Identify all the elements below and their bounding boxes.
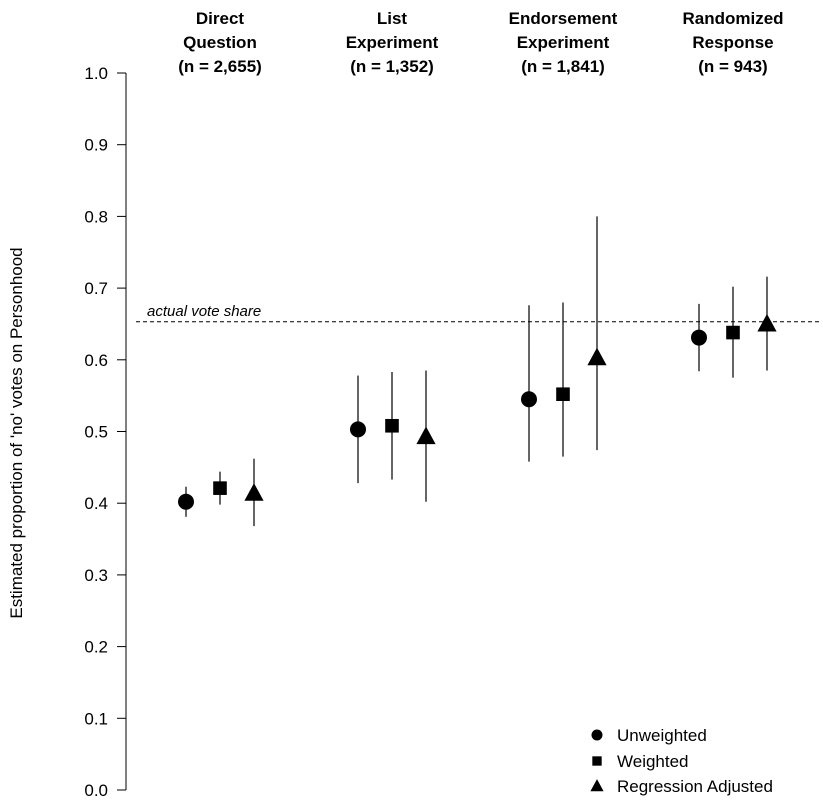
group-header-line: Endorsement bbox=[509, 9, 618, 28]
legend-label: Regression Adjusted bbox=[617, 777, 773, 796]
reference-line-group: actual vote share bbox=[136, 303, 819, 323]
group-header-line: Experiment bbox=[517, 33, 610, 52]
legend-label: Weighted bbox=[617, 752, 689, 771]
data-point-triangle bbox=[244, 483, 264, 501]
y-tick-label: 0.7 bbox=[84, 279, 108, 298]
group-header-line: List bbox=[377, 9, 408, 28]
group-header-line: (n = 2,655) bbox=[178, 57, 262, 76]
y-tick-label: 0.0 bbox=[84, 781, 108, 800]
legend-marker-triangle bbox=[590, 779, 604, 792]
group-header-line: (n = 1,352) bbox=[350, 57, 434, 76]
data-point-square bbox=[213, 481, 227, 495]
y-tick-label: 0.6 bbox=[84, 351, 108, 370]
data-point-circle bbox=[521, 391, 537, 408]
y-tick-label: 0.4 bbox=[84, 494, 108, 513]
data-point-triangle bbox=[757, 313, 777, 332]
y-tick-label: 0.5 bbox=[84, 423, 108, 442]
group-header-line: Question bbox=[183, 33, 257, 52]
data-point-circle bbox=[350, 421, 366, 438]
y-tick-label: 0.8 bbox=[84, 207, 108, 226]
y-tick-label: 1.0 bbox=[84, 64, 108, 83]
group-header-line: Response bbox=[692, 33, 773, 52]
data-point-triangle bbox=[416, 426, 436, 445]
data-point-circle bbox=[691, 329, 707, 346]
y-tick-label: 0.1 bbox=[84, 709, 108, 728]
group-header-line: Direct bbox=[196, 9, 245, 28]
legend-marker-circle bbox=[591, 729, 603, 741]
data-point-circle bbox=[178, 493, 194, 510]
group-headers: Direct Question (n = 2,655) List Experiment (… bbox=[178, 9, 783, 76]
data-point-triangle bbox=[587, 347, 607, 366]
legend: Unweighted Weighted Regression Adjusted bbox=[590, 726, 773, 796]
data-point-square bbox=[556, 387, 570, 402]
data-point-square bbox=[385, 418, 399, 433]
group-header-line: Randomized bbox=[682, 9, 783, 28]
group-header-line: (n = 943) bbox=[698, 57, 767, 76]
legend-label: Unweighted bbox=[617, 726, 707, 745]
y-axis-label: Estimated proportion of 'no' votes on Pe… bbox=[7, 247, 26, 618]
group-header-line: Experiment bbox=[346, 33, 439, 52]
data-point-square bbox=[726, 325, 740, 340]
legend-marker-square bbox=[592, 756, 602, 766]
y-tick-label: 0.2 bbox=[84, 638, 108, 657]
group-header-line: (n = 1,841) bbox=[521, 57, 605, 76]
reference-line-label: actual vote share bbox=[147, 303, 261, 320]
error-bars bbox=[185, 216, 768, 527]
data-points bbox=[178, 313, 777, 510]
y-tick-label: 0.9 bbox=[84, 136, 108, 155]
y-axis: 0.0 0.1 0.2 0.3 0.4 0.5 0.6 0.7 0.8 0.9 1.0 bbox=[84, 64, 127, 800]
y-tick-label: 0.3 bbox=[84, 566, 108, 585]
